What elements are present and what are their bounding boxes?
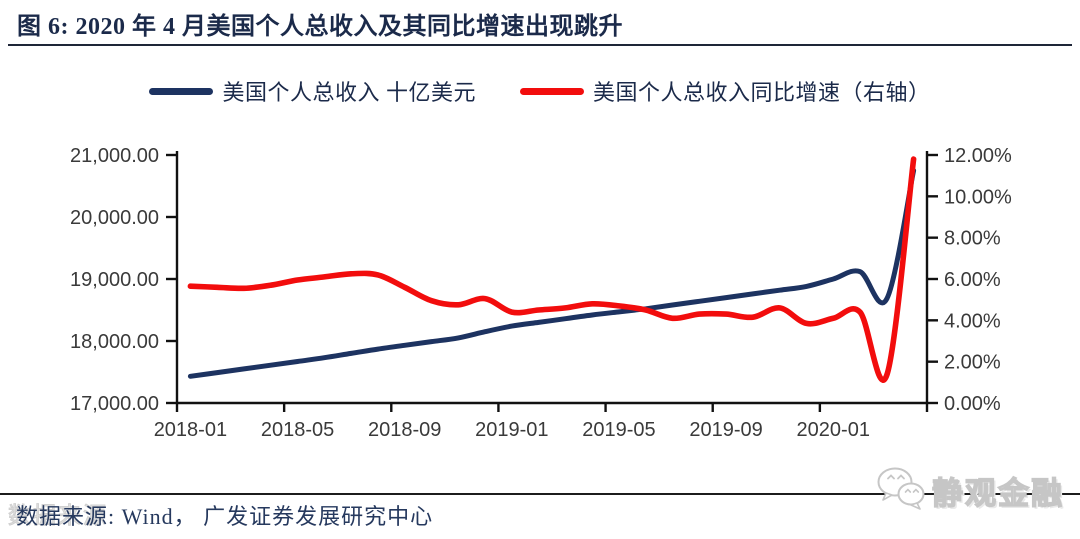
x-tick-label: 2019-01 [475, 419, 548, 441]
x-tick-label: 2018-05 [261, 419, 334, 441]
series-yoy-line [187, 156, 917, 383]
x-tick-label: 2018-01 [154, 419, 227, 441]
y-left-tick-label: 20,000.00 [70, 207, 159, 229]
watermark-account-name: 静观金融 [931, 475, 1064, 511]
x-tick-label: 2019-09 [689, 419, 762, 441]
x-tick-label: 2020-01 [797, 419, 870, 441]
y-right-tick-label: 12.00% [944, 145, 1012, 167]
y-left-tick-label: 18,000.00 [70, 331, 159, 353]
wechat-watermark: 静观金融 [876, 466, 1064, 515]
footer-divider [0, 493, 1080, 495]
x-tick-label: 2019-05 [582, 419, 655, 441]
y-left-tick-label: 21,000.00 [70, 145, 159, 167]
title-underline [8, 44, 1072, 46]
legend-item-yoy: 美国个人总收入同比增速（右轴） [520, 75, 931, 107]
y-right-tick-label: 0.00% [944, 393, 1001, 415]
x-tick-label: 2018-09 [368, 419, 441, 441]
source-row: 数据来源 数据来源: Wind， 广发证券发展研究中心 [8, 499, 434, 531]
y-right-tick-label: 4.00% [944, 310, 1001, 332]
legend-label-income: 美国个人总收入 十亿美元 [222, 80, 476, 105]
chart-legend: 美国个人总收入 十亿美元 美国个人总收入同比增速（右轴） [0, 77, 1080, 105]
y-right-tick-label: 8.00% [944, 228, 1001, 250]
y-right-tick-label: 2.00% [944, 352, 1001, 374]
wechat-icon [876, 466, 926, 515]
legend-swatch-yoy [520, 87, 584, 95]
legend-item-income: 美国个人总收入 十亿美元 [149, 75, 476, 107]
y-left-tick-label: 17,000.00 [70, 393, 159, 415]
figure-title: 图 6: 2020 年 4 月美国个人总收入及其同比增速出现跳升 [17, 14, 623, 40]
legend-swatch-income [149, 87, 214, 95]
y-right-tick-label: 10.00% [944, 186, 1012, 208]
data-source: 数据来源: Wind， 广发证券发展研究中心 [16, 504, 434, 529]
series-income-line [187, 168, 917, 379]
y-right-tick-label: 6.00% [944, 269, 1001, 291]
y-left-tick-label: 19,000.00 [70, 269, 159, 291]
legend-label-yoy: 美国个人总收入同比增速（右轴） [593, 80, 931, 105]
watermark-ghost-text: 数据来源 [8, 503, 108, 529]
